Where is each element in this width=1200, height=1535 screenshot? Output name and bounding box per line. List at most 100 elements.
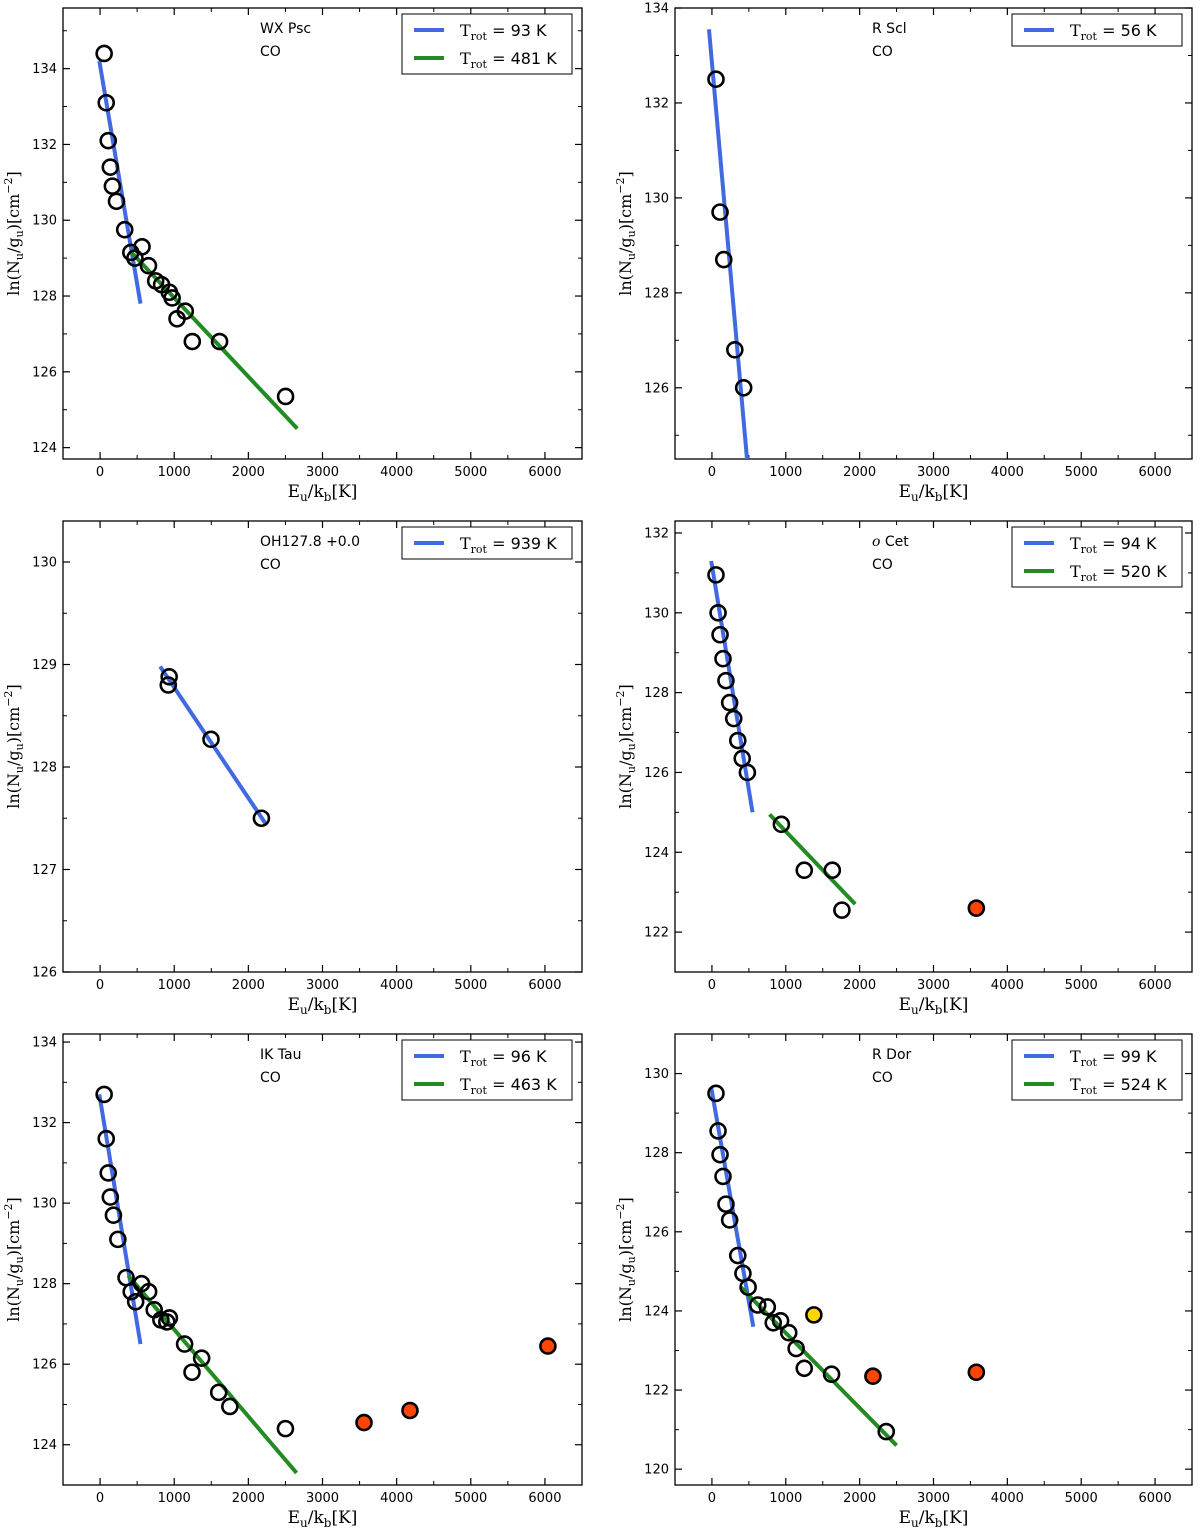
data-point [276, 387, 295, 406]
y-tick-label: 128 [32, 1277, 57, 1292]
data-point [711, 625, 729, 644]
legend-box [1011, 1039, 1183, 1101]
y-tick-label: 126 [644, 766, 669, 781]
star-label: R Scl [872, 21, 907, 37]
data-point [714, 250, 733, 269]
x-tick-label: 0 [708, 978, 716, 993]
data-point [711, 203, 729, 221]
y-tick-label: 130 [32, 1197, 57, 1212]
y-tick-label: 124 [32, 1438, 57, 1453]
plot-frame [674, 520, 1193, 973]
data-point [175, 1335, 194, 1353]
data-point [133, 237, 151, 256]
data-point [739, 1278, 757, 1296]
plot-area [706, 29, 753, 459]
legend-label: Trot = 463 K [460, 1075, 557, 1097]
x-tick-label: 2000 [843, 978, 876, 993]
data-point [724, 709, 743, 728]
x-tick-label: 4000 [380, 1491, 413, 1506]
plot-area [707, 1084, 986, 1447]
molecule-label: CO [260, 557, 281, 573]
data-point [709, 603, 727, 622]
data-point [728, 731, 747, 750]
plot-area [158, 665, 271, 828]
data-point [822, 1365, 841, 1384]
y-tick-label: 130 [644, 191, 669, 206]
data-point [192, 1349, 211, 1367]
y-tick-label: 134 [32, 62, 57, 77]
data-point [160, 667, 178, 686]
x-tick-label: 2000 [843, 1491, 876, 1506]
data-point-highlight [539, 1337, 557, 1355]
fit-line [706, 29, 750, 459]
y-tick-label: 130 [32, 214, 57, 229]
legend: Trot = 56 K [1011, 13, 1183, 47]
data-point [748, 1296, 767, 1314]
data-point [97, 1129, 116, 1148]
data-point [115, 220, 134, 239]
x-tick-label: 1000 [158, 1491, 191, 1506]
legend-label: Trot = 96 K [460, 1047, 547, 1069]
y-tick-label: 126 [32, 966, 57, 981]
y-axis-label: ln(Nu/gu)[cm−2] [2, 684, 26, 809]
data-point [139, 1282, 158, 1301]
y-tick-label: 126 [32, 1358, 57, 1373]
y-tick-label: 126 [644, 381, 669, 396]
fit-line [768, 812, 857, 906]
x-tick-label: 3000 [306, 465, 339, 480]
x-tick-label: 4000 [991, 465, 1024, 480]
molecule-label: CO [260, 44, 281, 60]
x-tick-label: 6000 [528, 465, 561, 480]
panel-oh127-8-0-0: 0 1000 2000 3000 4000 5000 6000 126 127 128 129 130… [2, 520, 583, 1017]
data-point [709, 1122, 727, 1140]
x-tick-label: 5000 [1065, 978, 1098, 993]
data-point [95, 44, 113, 63]
data-point [176, 302, 195, 320]
y-tick-label: 126 [32, 365, 57, 380]
y-tick-label: 128 [32, 761, 57, 776]
plot-frame [62, 7, 583, 460]
data-point [772, 815, 791, 834]
data-point [183, 332, 202, 351]
y-tick-label: 127 [32, 863, 57, 878]
x-tick-label: 3000 [306, 1491, 339, 1506]
data-point-highlight [864, 1367, 882, 1386]
y-tick-label: 122 [644, 926, 669, 941]
data-point [109, 1230, 127, 1249]
data-point [210, 332, 229, 351]
data-point [183, 1363, 201, 1382]
y-tick-label: 134 [644, 2, 669, 17]
x-tick-label: 0 [96, 978, 104, 993]
x-tick-label: 4000 [991, 978, 1024, 993]
plot-area [707, 560, 986, 919]
y-axis-label: ln(Nu/gu)[cm−2] [2, 171, 26, 296]
y-tick-label: 130 [644, 606, 669, 621]
y-tick-label: 130 [644, 1067, 669, 1082]
molecule-label: CO [260, 1070, 281, 1086]
y-tick-label: 126 [644, 1225, 669, 1240]
data-point [126, 1292, 145, 1311]
data-point [252, 809, 271, 828]
data-point [877, 1422, 896, 1441]
data-point [160, 1309, 179, 1327]
x-tick-label: 4000 [380, 465, 413, 480]
y-axis-label: ln(Nu/gu)[cm−2] [614, 1197, 638, 1322]
x-tick-label: 2000 [232, 465, 265, 480]
star-label: OH127.8 +0.0 [260, 534, 360, 550]
legend-label: Trot = 94 K [1070, 534, 1157, 556]
molecule-label: CO [872, 1070, 893, 1086]
x-axis-label: Eu/kb[K] [899, 995, 969, 1017]
data-point [711, 1145, 729, 1164]
x-axis-label: Eu/kb[K] [288, 995, 358, 1017]
x-axis-label: Eu/kb[K] [899, 1508, 969, 1530]
y-axis-label: ln(Nu/gu)[cm−2] [614, 684, 638, 809]
star-label: IK Tau [260, 1047, 301, 1063]
y-tick-label: 124 [644, 846, 669, 861]
panel-r-scl: 0 1000 2000 3000 4000 5000 6000 126 128 130 132 134… [614, 2, 1193, 504]
legend: Trot = 939 K [401, 526, 573, 560]
star-label: WX Psc [260, 21, 311, 37]
x-tick-label: 3000 [917, 1491, 950, 1506]
panel-o-cet: 0 1000 2000 3000 4000 5000 6000 122 124 126 128 130… [614, 520, 1193, 1017]
